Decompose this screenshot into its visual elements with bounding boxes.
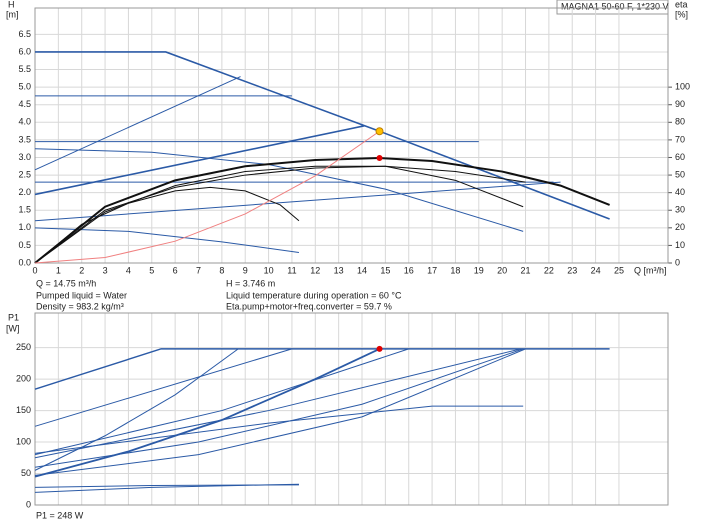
x-label: Q [m³/h] [634, 265, 667, 275]
y2-tick-label: 80 [675, 117, 685, 127]
x-tick-label: 22 [544, 265, 554, 275]
y2-tick-label: 70 [675, 134, 685, 144]
curve [34, 130, 380, 264]
curve [35, 51, 610, 220]
curve [34, 405, 524, 454]
y-unit: [W] [6, 323, 20, 333]
curve [34, 181, 561, 222]
x-tick-label: 18 [450, 265, 460, 275]
y2-tick-label: 0 [675, 257, 680, 267]
y-tick-label: 5.5 [18, 64, 31, 74]
y2-label: eta [675, 0, 688, 9]
y2-tick-label: 100 [675, 82, 690, 92]
annotation: Liquid temperature during operation = 60… [226, 290, 402, 300]
y-tick-label: 100 [16, 436, 31, 446]
x-tick-label: 8 [219, 265, 224, 275]
x-tick-label: 4 [126, 265, 131, 275]
x-tick-label: 14 [357, 265, 367, 275]
curve [34, 348, 526, 476]
x-tick-label: 1 [56, 265, 61, 275]
x-tick-label: 0 [32, 265, 37, 275]
x-tick-label: 12 [310, 265, 320, 275]
y2-tick-label: 60 [675, 152, 685, 162]
curve [34, 186, 300, 264]
y-tick-label: 0.5 [18, 240, 31, 250]
y-tick-label: 2.5 [18, 169, 31, 179]
y-tick-label: 1.0 [18, 222, 31, 232]
x-tick-label: 11 [287, 265, 296, 275]
curve [34, 348, 521, 459]
y2-tick-label: 30 [675, 205, 685, 215]
curve [34, 76, 241, 171]
x-tick-label: 19 [474, 265, 484, 275]
y-tick-label: 2.0 [18, 187, 31, 197]
curve [34, 483, 299, 493]
y-label: P1 [8, 312, 19, 322]
x-tick-label: 24 [591, 265, 601, 275]
annotation: H = 3.746 m [226, 278, 275, 288]
curve [34, 348, 380, 478]
annotation: P1 = 248 W [36, 510, 84, 520]
operating-point [376, 155, 383, 162]
title-box [556, 0, 669, 15]
curve [34, 348, 409, 456]
operating-point [375, 127, 384, 136]
curve [34, 165, 526, 264]
curve [34, 348, 610, 390]
y-tick-label: 150 [16, 405, 31, 415]
y-tick-label: 200 [16, 373, 31, 383]
y-unit: [m] [6, 9, 19, 19]
y2-unit: [%] [675, 9, 688, 19]
y-tick-label: 250 [16, 342, 31, 352]
curve [34, 157, 610, 264]
x-tick-label: 5 [149, 265, 154, 275]
x-tick-label: 3 [103, 265, 108, 275]
y2-tick-label: 90 [675, 99, 685, 109]
annotation: Eta.pump+motor+freq.converter = 59.7 % [226, 301, 392, 311]
y-tick-label: 50 [21, 468, 31, 478]
y2-tick-label: 10 [675, 240, 685, 250]
x-tick-label: 10 [264, 265, 274, 275]
y-tick-label: 3.5 [18, 134, 31, 144]
x-tick-label: 20 [497, 265, 507, 275]
y-tick-label: 4.5 [18, 99, 31, 109]
x-tick-label: 17 [427, 265, 437, 275]
x-tick-label: 2 [79, 265, 84, 275]
curve [34, 348, 524, 468]
curve [34, 348, 293, 427]
curve [34, 348, 239, 471]
curve [34, 165, 524, 264]
plot-frame [34, 7, 669, 264]
x-tick-label: 6 [173, 265, 178, 275]
y-tick-label: 6.0 [18, 46, 31, 56]
y-tick-label: 5.0 [18, 82, 31, 92]
x-tick-label: 16 [404, 265, 414, 275]
y2-tick-label: 50 [675, 169, 685, 179]
plot-frame [34, 312, 669, 506]
x-tick-label: 7 [196, 265, 201, 275]
x-tick-label: 13 [334, 265, 344, 275]
x-tick-label: 9 [243, 265, 248, 275]
y-tick-label: 4.0 [18, 117, 31, 127]
x-tick-label: 25 [614, 265, 624, 275]
annotation: Density = 983.2 kg/m³ [36, 301, 124, 311]
y-tick-label: 3.0 [18, 152, 31, 162]
curve [34, 125, 365, 196]
y-tick-label: 0 [26, 499, 31, 509]
chart-title: MAGNA1 50-60 F, 1*230 V [561, 1, 669, 11]
annotation: Pumped liquid = Water [36, 290, 127, 300]
y-tick-label: 1.5 [18, 205, 31, 215]
y-label: H [8, 0, 15, 9]
y2-tick-label: 20 [675, 222, 685, 232]
y-tick-label: 0.0 [18, 257, 31, 267]
x-tick-label: 23 [567, 265, 577, 275]
x-tick-label: 21 [521, 265, 531, 275]
annotation: Q = 14.75 m³/h [36, 278, 96, 288]
y-tick-label: 6.5 [18, 29, 31, 39]
x-tick-label: 15 [380, 265, 390, 275]
y2-tick-label: 40 [675, 187, 685, 197]
operating-point [376, 345, 383, 352]
